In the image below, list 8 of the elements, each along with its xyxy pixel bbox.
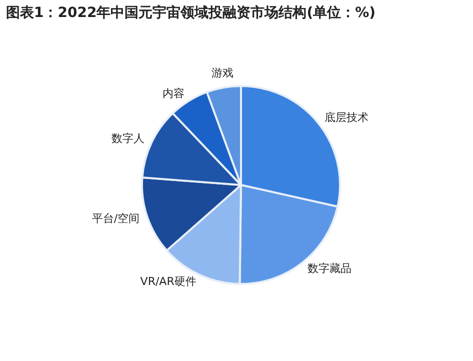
slice-label: 平台/空间 xyxy=(92,212,140,225)
slice-label: 数字人 xyxy=(111,132,144,145)
slice-label: VR/AR硬件 xyxy=(140,275,196,288)
slice-label: 内容 xyxy=(162,86,185,100)
slice-label: 数字藏品 xyxy=(307,262,352,275)
slice-label: 底层技术 xyxy=(324,110,369,124)
slice-label: 游戏 xyxy=(211,66,234,80)
chart-title: 图表1：2022年中国元宇宙领域投融资市场结构(单位：%) xyxy=(5,4,377,23)
